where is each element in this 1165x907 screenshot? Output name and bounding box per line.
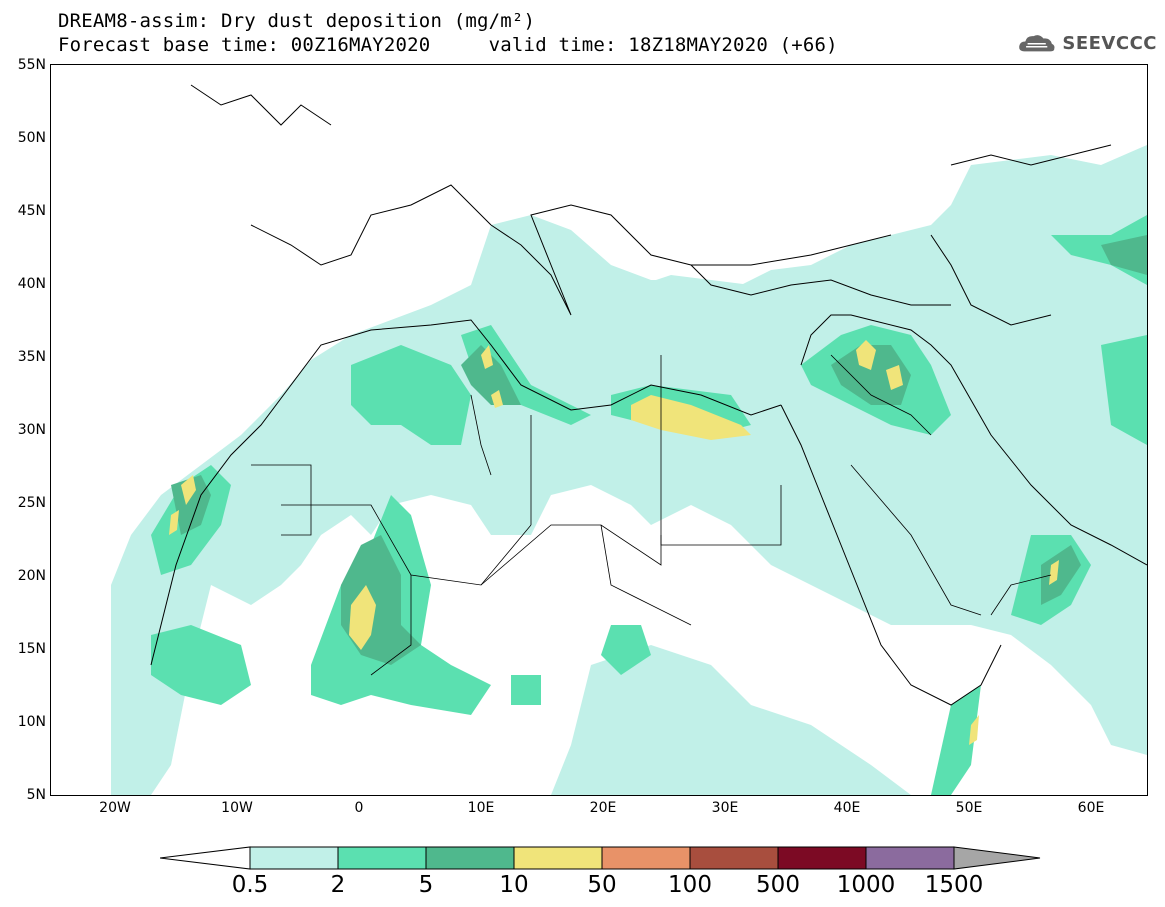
- contour-level-5: [171, 235, 1147, 665]
- legend-swatch: [865, 846, 955, 870]
- lon-label: 20W: [99, 800, 131, 816]
- legend-swatch: [777, 846, 867, 870]
- lon-label: 60E: [1077, 800, 1105, 816]
- logo-text: SEEVCCC: [1062, 32, 1157, 54]
- legend-label: 500: [756, 872, 800, 898]
- lat-label: 15N: [17, 641, 46, 657]
- legend-label: 10: [499, 872, 529, 898]
- lat-label: 20N: [17, 568, 46, 584]
- legend-swatch: [249, 846, 339, 870]
- lat-label: 45N: [17, 203, 46, 219]
- contour-level-0-5: [111, 145, 1147, 795]
- lon-label: 0: [354, 800, 364, 816]
- legend-label: 5: [418, 872, 434, 898]
- seevccc-logo: SEEVCCC: [1017, 26, 1157, 60]
- legend-swatch: [513, 846, 603, 870]
- legend-swatch: [337, 846, 427, 870]
- lon-label: 40E: [833, 800, 861, 816]
- legend-max-arrow: [953, 846, 1041, 870]
- lat-label: 10N: [17, 714, 46, 730]
- legend-swatch: [601, 846, 691, 870]
- lon-label: 30E: [711, 800, 739, 816]
- lon-label: 10W: [221, 800, 253, 816]
- forecast-time-line: Forecast base time: 00Z16MAY2020 valid t…: [58, 34, 838, 56]
- dust-map: [111, 84, 1147, 795]
- legend-swatch: [689, 846, 779, 870]
- legend-label: 1500: [924, 872, 984, 898]
- lat-label: 50N: [17, 130, 46, 146]
- legend-label: 1000: [836, 872, 896, 898]
- lat-label: 55N: [17, 57, 46, 73]
- legend-label: 50: [587, 872, 617, 898]
- coastlines: [150, 84, 1147, 706]
- map-panel: [50, 64, 1148, 796]
- cloud-logo-icon: [1019, 35, 1055, 52]
- country-borders: [251, 354, 1052, 676]
- chart-title: DREAM8-assim: Dry dust deposition (mg/m²…: [58, 10, 536, 32]
- lon-label: 50E: [955, 800, 983, 816]
- lat-label: 40N: [17, 276, 46, 292]
- lon-label: 10E: [467, 800, 495, 816]
- lat-label: 30N: [17, 422, 46, 438]
- legend-label: 100: [668, 872, 712, 898]
- legend-swatch: [425, 846, 515, 870]
- lat-label: 5N: [26, 787, 46, 803]
- lon-label: 20E: [589, 800, 617, 816]
- legend-colorbar: [160, 846, 1041, 870]
- legend-min-arrow: [160, 846, 251, 870]
- legend-label: 0.5: [231, 872, 269, 898]
- lat-label: 25N: [17, 495, 46, 511]
- lat-label: 35N: [17, 349, 46, 365]
- legend-label: 2: [330, 872, 346, 898]
